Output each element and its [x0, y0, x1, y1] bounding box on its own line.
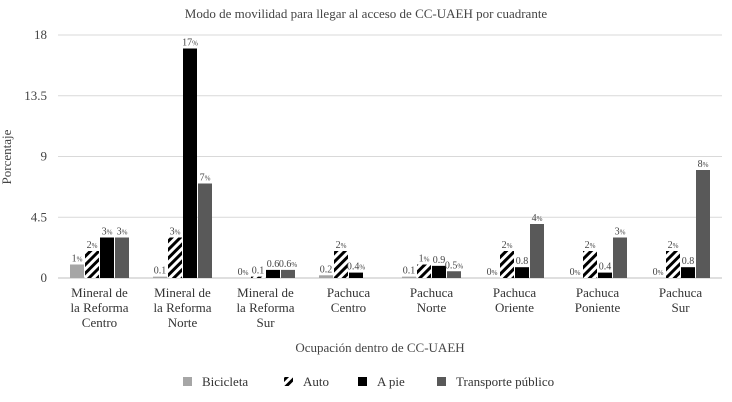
bar-transporte-público — [281, 269, 295, 278]
x-category-label: Centro — [331, 300, 366, 315]
bar-bicicleta — [319, 275, 333, 278]
x-category-label: Mineral de — [71, 285, 128, 300]
bar-transporte-público — [613, 237, 627, 278]
bar-auto — [334, 251, 348, 278]
data-label: 0.1 — [154, 266, 167, 277]
data-label: 17% — [182, 38, 198, 49]
y-axis-ticks: 0 4.5 9 13.5 18 — [24, 27, 47, 285]
x-category-label: la Reforma — [236, 300, 294, 315]
bar-bicicleta — [70, 264, 84, 278]
bar-auto — [417, 264, 431, 278]
y-tick-label: 0 — [41, 270, 48, 285]
bar-auto — [251, 276, 265, 278]
x-category-label: Sur — [256, 315, 275, 330]
x-category-label: Pachuca — [493, 285, 537, 300]
data-label: 1% — [419, 254, 430, 265]
x-category-label: Oriente — [495, 300, 534, 315]
bar-auto — [583, 251, 597, 278]
x-category-label: Sur — [671, 300, 690, 315]
x-category-label: Centro — [82, 315, 117, 330]
data-label: 0.1 — [252, 266, 265, 277]
data-label: 0.6% — [279, 259, 298, 270]
bar-bicicleta — [153, 276, 167, 278]
legend-label: A pie — [377, 374, 405, 389]
data-label: 2% — [585, 240, 596, 251]
legend-label: Transporte público — [456, 374, 554, 389]
legend-swatch — [358, 377, 367, 386]
bar-auto — [85, 251, 99, 278]
data-label: 3% — [117, 227, 128, 238]
data-label: 2% — [87, 240, 98, 251]
x-category-label: la Reforma — [70, 300, 128, 315]
data-label: 0.8 — [516, 256, 529, 267]
x-category-label: Mineral de — [154, 285, 211, 300]
data-label: 0% — [238, 267, 249, 278]
bar-a-pie — [100, 237, 114, 278]
bar-a-pie — [598, 272, 612, 278]
legend: Bicicleta Auto A pie Transporte público — [183, 374, 554, 389]
data-label: 0.8 — [682, 256, 695, 267]
x-category-label: la Reforma — [153, 300, 211, 315]
y-axis-title: Porcentaje — [0, 129, 14, 184]
bar-a-pie — [681, 267, 695, 278]
bar-auto — [500, 251, 514, 278]
data-label: 0.9 — [433, 255, 446, 266]
legend-swatch — [183, 377, 192, 386]
chart-title: Modo de movilidad para llegar al acceso … — [185, 6, 548, 21]
data-label: 7% — [200, 173, 211, 184]
bar-auto — [666, 251, 680, 278]
legend-swatch — [437, 377, 446, 386]
bar-transporte-público — [696, 170, 710, 278]
data-label: 0.2 — [320, 264, 333, 275]
bar-a-pie — [183, 48, 197, 278]
data-label: 4% — [532, 213, 543, 224]
x-category-label: Norte — [417, 300, 447, 315]
y-tick-label: 9 — [41, 149, 48, 164]
x-category-label: Pachuca — [410, 285, 454, 300]
x-category-label: Mineral de — [237, 285, 294, 300]
legend-label: Bicicleta — [202, 374, 248, 389]
data-label: 2% — [336, 240, 347, 251]
bars — [70, 48, 710, 278]
x-axis-title: Ocupación dentro de CC-UAEH — [295, 340, 464, 355]
y-tick-label: 4.5 — [31, 209, 47, 224]
x-category-label: Pachuca — [327, 285, 371, 300]
bar-a-pie — [266, 269, 280, 278]
data-label: 1% — [72, 254, 83, 265]
data-label: 3% — [102, 227, 113, 238]
data-label: 8% — [698, 159, 709, 170]
legend-swatch — [284, 377, 293, 386]
bar-transporte-público — [115, 237, 129, 278]
x-category-label: Poniente — [575, 300, 621, 315]
data-label: 0% — [570, 267, 581, 278]
x-category-label: Pachuca — [659, 285, 703, 300]
data-label: 0.5% — [445, 260, 464, 271]
bar-transporte-público — [530, 224, 544, 278]
bar-transporte-público — [447, 271, 461, 278]
legend-label: Auto — [303, 374, 329, 389]
data-label: 0.1 — [403, 266, 416, 277]
y-tick-label: 13.5 — [24, 88, 47, 103]
data-labels: 1%2%3% 3%0.13%17%7%0% 0.10.6 0.6% 0.22%0.4% 0… — [72, 38, 709, 279]
bar-auto — [168, 237, 182, 278]
y-tick-label: 18 — [34, 27, 47, 42]
data-label: 3% — [170, 227, 181, 238]
bar-bicicleta — [402, 276, 416, 278]
data-label: 0% — [487, 267, 498, 278]
bar-transporte-público — [198, 183, 212, 278]
data-label: 3% — [615, 227, 626, 238]
data-label: 0.4 — [599, 262, 612, 273]
data-label: 0.4% — [347, 262, 366, 273]
bar-a-pie — [349, 272, 363, 278]
x-category-label: Pachuca — [576, 285, 620, 300]
x-category-label: Norte — [168, 315, 198, 330]
bar-a-pie — [432, 265, 446, 278]
data-label: 0.6 — [267, 259, 280, 270]
data-label: 0% — [653, 267, 664, 278]
data-label: 2% — [502, 240, 513, 251]
bar-a-pie — [515, 267, 529, 278]
data-label: 2% — [668, 240, 679, 251]
